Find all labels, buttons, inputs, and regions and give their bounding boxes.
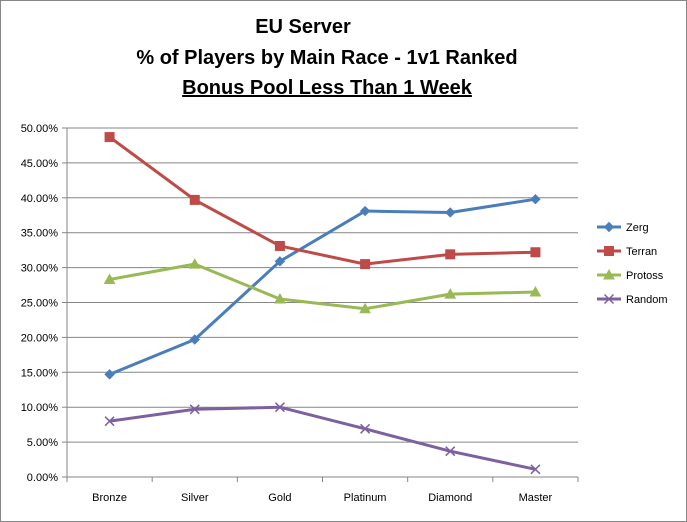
data-point-zerg xyxy=(189,334,200,345)
data-point-terran xyxy=(189,194,200,205)
data-point-random xyxy=(530,464,541,475)
legend-label-zerg: Zerg xyxy=(626,222,649,234)
series-line-zerg xyxy=(109,197,536,376)
y-tick-label: 10.00% xyxy=(21,402,59,414)
legend-label-terran: Terran xyxy=(626,246,657,258)
x-tick-label: Silver xyxy=(181,492,209,504)
data-point-random xyxy=(445,446,456,457)
legend-marker-protoss xyxy=(603,268,615,280)
data-point-protoss xyxy=(274,292,286,304)
y-tick-label: 40.00% xyxy=(21,193,59,205)
data-point-protoss xyxy=(359,302,371,314)
y-tick-label: 35.00% xyxy=(21,228,59,240)
axes: 0.00% 5.00% 10.00% 15.00% 20.00% 25.00% 30.00%… xyxy=(21,123,579,504)
x-tick-label: Master xyxy=(519,492,553,504)
series-lines xyxy=(103,132,542,475)
chart-title: EU Server % of Players by Main Race - 1v… xyxy=(136,16,517,99)
y-tick-label: 20.00% xyxy=(21,332,59,344)
series-line-protoss xyxy=(109,262,536,311)
data-point-protoss xyxy=(529,286,542,297)
data-point-zerg xyxy=(104,369,115,380)
data-point-random xyxy=(104,416,115,427)
data-point-zerg xyxy=(530,193,541,205)
data-point-random xyxy=(189,404,200,415)
title-line-1: EU Server xyxy=(255,16,351,38)
legend-label-protoss: Protoss xyxy=(626,270,664,282)
y-tick-label: 30.00% xyxy=(21,263,59,275)
x-tick-label: Diamond xyxy=(428,492,472,504)
marker-stroke xyxy=(104,416,115,427)
marker-stroke xyxy=(274,402,285,413)
legend-marker-terran xyxy=(604,246,614,256)
x-tick-label: Bronze xyxy=(92,492,127,504)
legend: Zerg Terran Protoss Random xyxy=(597,221,668,306)
y-tick-label: 45.00% xyxy=(21,158,59,170)
series-line-terran xyxy=(108,135,536,266)
data-point-random xyxy=(274,402,285,413)
data-point-protoss xyxy=(103,273,116,284)
marker-stroke xyxy=(530,464,541,475)
x-tick-label: Gold xyxy=(268,492,291,504)
data-point-terran xyxy=(274,240,285,251)
gridlines xyxy=(67,127,578,443)
legend-label-random: Random xyxy=(626,294,668,306)
y-tick-label: 50.00% xyxy=(21,123,59,135)
legend-marker-random xyxy=(603,293,615,305)
data-point-terran xyxy=(104,132,115,143)
data-point-protoss xyxy=(188,258,201,269)
data-point-zerg xyxy=(445,207,456,218)
data-point-zerg xyxy=(274,256,286,267)
marker-stroke xyxy=(445,446,456,457)
y-tick-label: 25.00% xyxy=(21,298,59,310)
data-point-random xyxy=(360,423,371,434)
data-point-terran xyxy=(360,259,371,270)
x-tick-label: Platinum xyxy=(344,492,387,504)
series-line-random xyxy=(109,405,536,471)
data-point-terran xyxy=(530,247,541,258)
data-point-terran xyxy=(445,249,456,260)
marker-stroke xyxy=(360,423,371,434)
y-tick-label: 15.00% xyxy=(21,367,59,379)
title-line-3: Bonus Pool Less Than 1 Week xyxy=(182,77,473,99)
y-tick-label: 0.00% xyxy=(27,472,58,484)
data-point-protoss xyxy=(444,288,457,299)
marker-stroke xyxy=(603,293,615,305)
title-line-2: % of Players by Main Race - 1v1 Ranked xyxy=(136,47,517,69)
y-tick-label: 5.00% xyxy=(27,437,58,449)
legend-marker-zerg xyxy=(603,221,615,233)
marker-stroke xyxy=(189,404,200,415)
data-point-zerg xyxy=(359,205,371,217)
